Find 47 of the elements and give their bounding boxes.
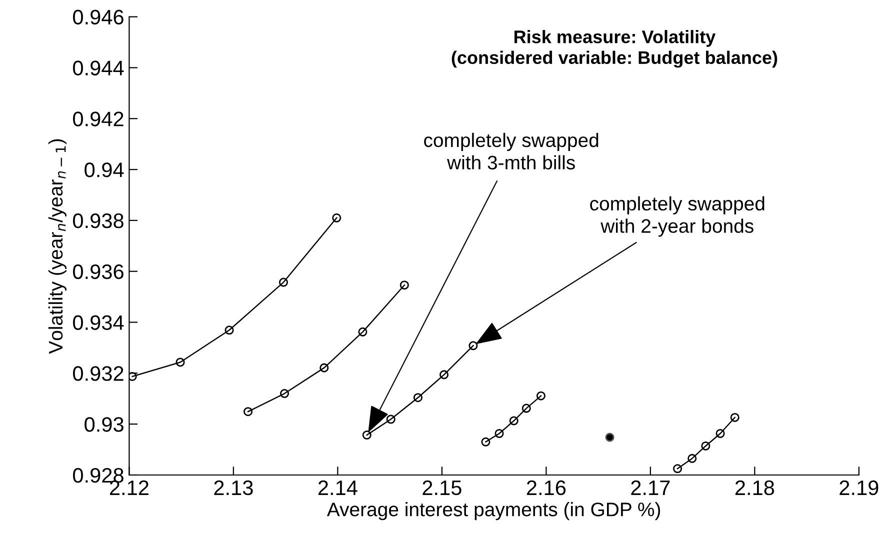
y-axis-title: Volatility (year$_{n}$/year$_{n−1}$) [48,139,66,354]
x-axis-title: Average interest payments (in GDP %) [326,502,660,520]
point [244,407,253,416]
point [358,327,368,336]
point [716,428,725,438]
x-tick-label: 2.17 [631,480,670,495]
x-tick-label: 2.18 [735,480,774,496]
point [605,432,614,442]
point [320,363,329,372]
point [481,437,490,446]
point [176,358,185,367]
y-tick-label: 0.942 [73,112,124,126]
y-tick-label: 0.936 [73,264,124,280]
point [413,393,422,402]
point [440,370,449,380]
annotation: completely swapped with 2-year bonds [590,196,764,237]
point [673,464,682,474]
y-tick-label: 0.938 [73,213,124,228]
y-tick-label: 0.946 [73,10,124,25]
point [129,372,137,381]
y-tick-label: 0.93 [84,417,124,432]
point [701,441,710,450]
point [522,404,531,413]
x-tick-label: 2.19 [840,480,878,496]
point [400,280,409,290]
y-tick-label: 0.944 [73,60,124,76]
point [386,414,396,424]
x-tick-label: 2.13 [214,480,253,496]
point [536,391,546,400]
annotation: completely swapped with 3-mth bills [424,132,598,170]
point [332,213,342,222]
point [278,278,288,287]
text: Risk measure: Volatility (considered variable: Budget balance) [452,30,778,68]
x-tick-label: 2.16 [526,480,566,496]
y-tick-label: 0.94 [84,162,124,178]
x-tick-label: 2.15 [422,480,462,496]
point [688,454,697,463]
point [730,412,740,422]
x-tick-label: 2.14 [318,480,358,495]
point [468,341,478,350]
point [280,389,290,398]
point [494,428,504,438]
point [509,416,518,426]
point [362,430,372,440]
y-tick-label: 0.934 [73,315,124,330]
y-tick-label: 0.932 [73,366,124,381]
point [224,326,234,335]
